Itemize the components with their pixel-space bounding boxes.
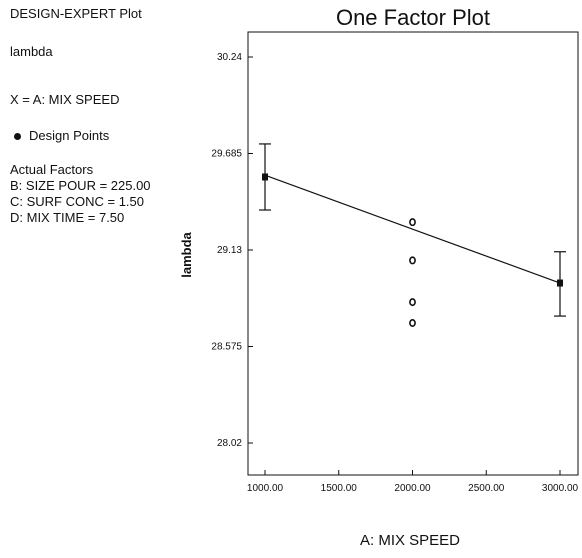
plot-marks	[259, 143, 566, 328]
y-tick-label: 28.02	[217, 438, 242, 449]
design-point	[262, 173, 268, 181]
x-factor-label: X = A: MIX SPEED	[10, 92, 120, 107]
y-tick-label: 30.24	[217, 52, 242, 63]
y-tick-label: 29.13	[217, 245, 242, 256]
response-name: lambda	[10, 44, 53, 59]
design-point	[409, 256, 416, 265]
actual-factor-c: C: SURF CONC = 1.50	[10, 194, 145, 209]
legend-design-points: Design Points	[10, 128, 200, 144]
actual-factor-d: D: MIX TIME = 7.50	[10, 210, 125, 225]
fit-line	[264, 174, 561, 284]
chart-title: One Factor Plot	[335, 5, 491, 30]
actual-factor-b: B: SIZE POUR = 225.00	[10, 178, 151, 193]
factor-info-panel: DESIGN-EXPERT Plot lambda X = A: MIX SPE…	[10, 6, 200, 226]
actual-factors-title: Actual Factors	[10, 162, 94, 177]
x-axis: 1000.00 1500.00 2000.00 2500.00 3000.00	[247, 470, 579, 494]
x-tick-label: 1000.00	[247, 483, 284, 494]
plot-header: DESIGN-EXPERT Plot	[10, 6, 142, 21]
x-tick-label: 1500.00	[321, 483, 358, 494]
design-point	[557, 279, 563, 287]
plot-area-frame	[247, 31, 579, 476]
legend-design-points-label: Design Points	[29, 128, 110, 143]
design-point	[409, 319, 416, 328]
x-tick-label: 3000.00	[542, 483, 579, 494]
design-point	[409, 218, 416, 227]
y-axis: 28.02 28.575 29.13 29.685 30.24	[211, 52, 253, 449]
x-axis-label: A: MIX SPEED	[359, 532, 461, 549]
x-tick-label: 2500.00	[468, 483, 505, 494]
x-tick-label: 2000.00	[394, 483, 431, 494]
design-point-icon	[14, 132, 21, 140]
y-axis-label: lambda	[179, 231, 194, 277]
y-tick-label: 28.575	[211, 342, 242, 353]
y-tick-label: 29.685	[211, 149, 242, 160]
design-point	[409, 298, 416, 307]
